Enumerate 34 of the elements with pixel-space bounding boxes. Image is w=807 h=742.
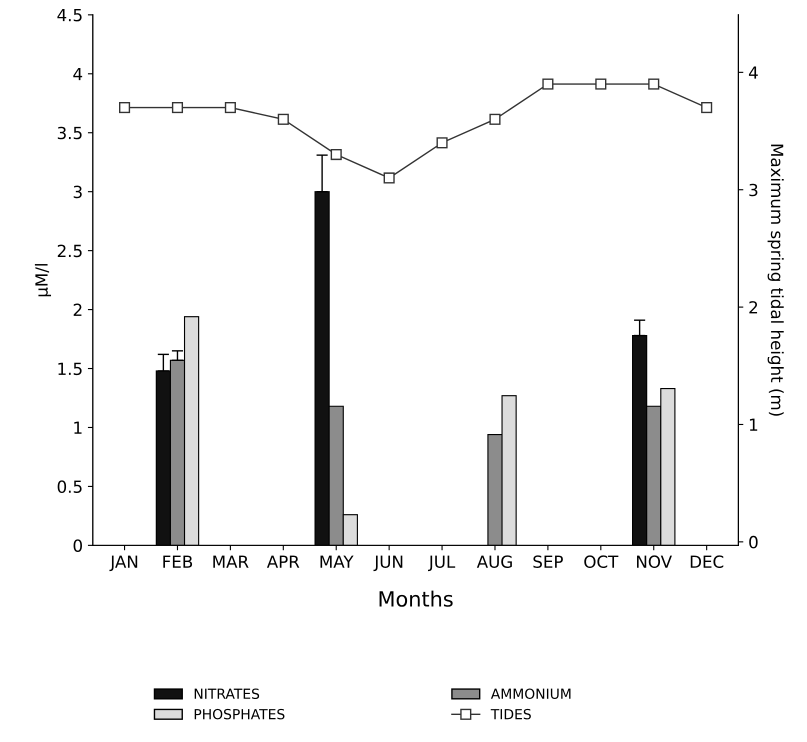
y-tick-label: 3 <box>74 186 82 198</box>
legend-label: AMMONIUM <box>490 688 570 700</box>
y-tick-label: 4.5 <box>57 9 82 22</box>
y-tick-label: 1 <box>74 422 82 434</box>
y-tick-label: 2 <box>74 304 82 316</box>
y-tick-label: 3.5 <box>58 126 82 140</box>
y2-tick-label: 1 <box>750 418 758 431</box>
y2-tick-label: 0 <box>749 536 758 548</box>
x-tick-label: JUL <box>428 556 456 572</box>
x-tick-label: APR <box>266 556 300 568</box>
x-tick-label: FEB <box>163 556 192 568</box>
x-tick-label: SEP <box>533 555 563 568</box>
y2-tick-label: 3 <box>749 184 758 196</box>
x-tick-label: JUN <box>373 556 402 572</box>
x-axis-title: Months <box>380 590 453 607</box>
y-axis-title: µM/l <box>34 264 52 296</box>
x-tick-label: NOV <box>637 555 672 568</box>
y-tick-label: 1.5 <box>58 362 82 376</box>
x-tick-label: MAR <box>213 556 249 568</box>
y2-axis-title: Maximum spring tidal height (m) <box>768 144 784 416</box>
legend-label: PHOSPHATES <box>194 708 284 720</box>
y-tick-label: 0.5 <box>58 480 82 493</box>
y2-tick-label: 4 <box>748 66 758 79</box>
y-tick-label: 4 <box>73 68 82 80</box>
x-tick-label: AUG <box>476 555 512 568</box>
x-tick-label: OCT <box>584 555 618 568</box>
y-tick-label: 2.5 <box>58 244 82 258</box>
x-tick-label: MAY <box>320 556 354 568</box>
legend-label: NITRATES <box>194 688 260 700</box>
x-tick-label: DEC <box>690 555 724 568</box>
y2-tick-label: 2 <box>749 301 758 314</box>
y-tick-label: 0 <box>74 539 82 552</box>
x-tick-label: JAN <box>109 556 138 572</box>
legend-label: TIDES <box>490 708 531 720</box>
